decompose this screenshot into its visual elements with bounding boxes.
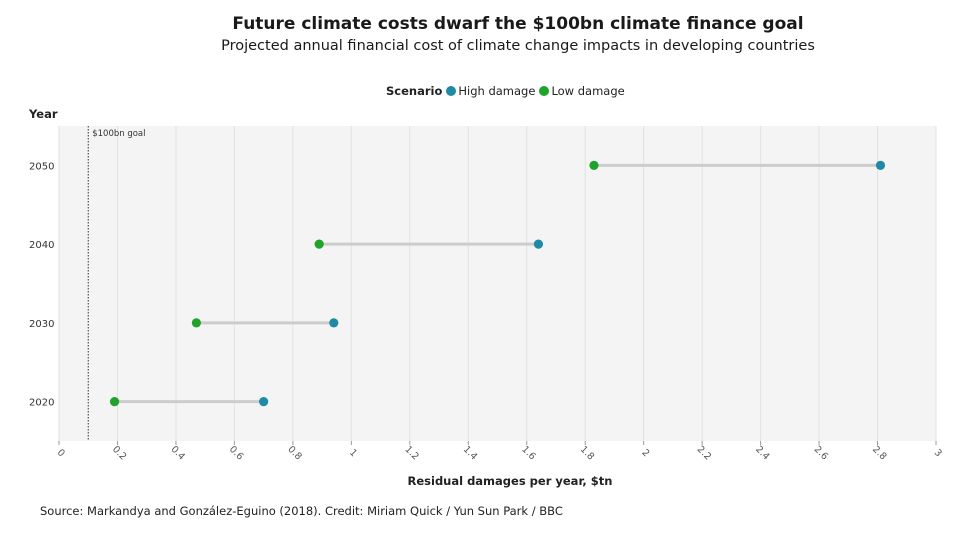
y-tick-label-2030: 2030 <box>29 319 54 330</box>
legend: Scenario High damage Low damage <box>386 84 629 98</box>
legend-item-high-damage: High damage <box>446 84 535 98</box>
chart-subtitle: Projected annual financial cost of clima… <box>221 38 815 54</box>
x-tick-label-1.8: 1.8 <box>578 444 596 462</box>
plot-background <box>59 126 936 441</box>
source-credit: Source: Markandya and González-Eguino (2… <box>40 504 563 518</box>
legend-item-low-damage: Low damage <box>539 84 625 98</box>
x-tick-label-2.8: 2.8 <box>870 444 888 462</box>
point-low-damage-2030 <box>191 318 201 328</box>
point-low-damage-2040 <box>314 239 324 249</box>
y-tick-label-2050: 2050 <box>29 161 54 172</box>
y-tick-label-2040: 2040 <box>29 240 54 251</box>
x-tick-label-0.8: 0.8 <box>285 444 303 462</box>
x-tick-label-0: 0 <box>55 447 67 459</box>
y-tick-label-2020: 2020 <box>29 398 54 409</box>
y-axis-title: Year <box>29 107 58 121</box>
point-high-damage-2050 <box>875 160 886 170</box>
reference-line-label: $100bn goal <box>92 129 145 139</box>
x-tick-label-3: 3 <box>932 447 944 459</box>
x-tick-label-2.6: 2.6 <box>812 444 830 462</box>
legend-swatch-low-damage <box>539 86 550 96</box>
x-tick-label-1: 1 <box>347 447 359 459</box>
x-tick-label-1.2: 1.2 <box>402 444 420 462</box>
x-axis-title: Residual damages per year, $tn <box>407 474 613 488</box>
x-tick-label-2: 2 <box>639 447 651 459</box>
legend-title: Scenario <box>386 84 443 98</box>
x-tick-label-0.2: 0.2 <box>110 444 128 462</box>
x-tick-label-1.6: 1.6 <box>519 444 537 462</box>
x-tick-label-2.2: 2.2 <box>695 444 713 462</box>
point-high-damage-2020 <box>259 397 269 407</box>
x-tick-label-2.4: 2.4 <box>753 444 771 462</box>
point-high-damage-2030 <box>329 318 339 328</box>
chart-title: Future climate costs dwarf the $100bn cl… <box>232 14 804 34</box>
legend-label-low-damage: Low damage <box>551 84 625 98</box>
point-high-damage-2040 <box>533 239 544 249</box>
legend-label-high-damage: High damage <box>458 84 536 98</box>
legend-swatch-high-damage <box>446 86 457 96</box>
x-tick-label-0.6: 0.6 <box>227 444 245 462</box>
x-tick-label-0.4: 0.4 <box>168 444 186 462</box>
point-low-damage-2020 <box>109 397 120 407</box>
point-low-damage-2050 <box>589 160 599 170</box>
x-tick-label-1.4: 1.4 <box>461 444 479 462</box>
